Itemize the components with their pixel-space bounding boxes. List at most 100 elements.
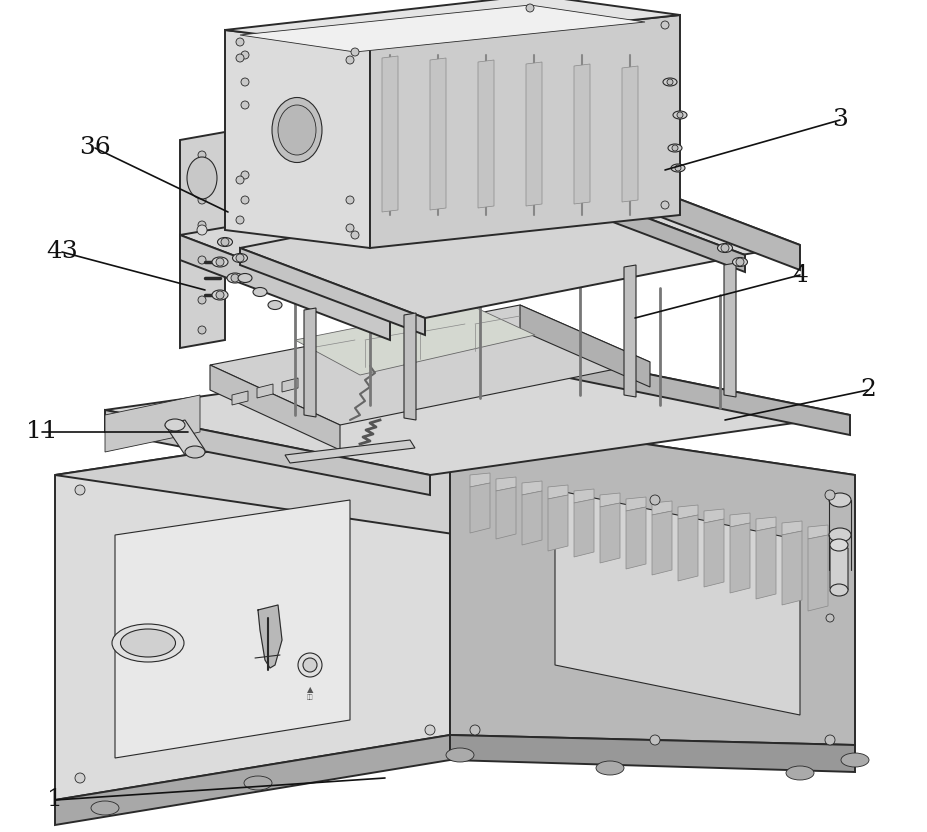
Polygon shape — [829, 545, 847, 590]
Circle shape — [197, 151, 206, 159]
Polygon shape — [258, 605, 282, 668]
Circle shape — [350, 231, 359, 239]
Polygon shape — [704, 509, 723, 523]
Circle shape — [425, 423, 435, 433]
Polygon shape — [529, 350, 849, 435]
Polygon shape — [115, 500, 349, 758]
Circle shape — [469, 725, 479, 735]
Polygon shape — [180, 132, 224, 348]
Polygon shape — [469, 473, 489, 487]
Polygon shape — [621, 66, 638, 202]
Circle shape — [346, 224, 353, 232]
Ellipse shape — [227, 273, 243, 283]
Ellipse shape — [717, 244, 731, 252]
Ellipse shape — [662, 78, 677, 86]
Polygon shape — [756, 517, 775, 531]
Ellipse shape — [112, 624, 184, 662]
Polygon shape — [495, 477, 515, 491]
Polygon shape — [574, 489, 593, 503]
Polygon shape — [210, 305, 649, 425]
Circle shape — [197, 296, 206, 304]
Circle shape — [216, 291, 223, 299]
Ellipse shape — [253, 288, 267, 296]
Polygon shape — [295, 305, 535, 375]
Polygon shape — [678, 505, 697, 519]
Circle shape — [350, 48, 359, 56]
Polygon shape — [210, 365, 339, 450]
Polygon shape — [807, 525, 827, 539]
Polygon shape — [105, 410, 429, 495]
Circle shape — [235, 54, 244, 62]
Polygon shape — [304, 308, 316, 417]
Ellipse shape — [184, 446, 205, 458]
Circle shape — [825, 614, 833, 622]
Polygon shape — [574, 499, 593, 557]
Polygon shape — [285, 440, 414, 463]
Polygon shape — [180, 165, 799, 315]
Polygon shape — [600, 503, 619, 563]
Circle shape — [75, 485, 85, 495]
Circle shape — [298, 653, 322, 677]
Circle shape — [197, 196, 206, 204]
Circle shape — [469, 425, 479, 435]
Text: ▲: ▲ — [307, 686, 313, 695]
Polygon shape — [469, 483, 489, 533]
Polygon shape — [781, 521, 801, 535]
Circle shape — [197, 225, 207, 235]
Polygon shape — [626, 497, 645, 511]
Polygon shape — [105, 350, 849, 475]
Polygon shape — [526, 62, 541, 206]
Circle shape — [667, 79, 672, 85]
Circle shape — [231, 274, 239, 282]
Polygon shape — [704, 519, 723, 587]
Ellipse shape — [233, 254, 248, 263]
Polygon shape — [55, 415, 854, 535]
Polygon shape — [554, 490, 799, 715]
Polygon shape — [521, 481, 541, 495]
Text: 3: 3 — [832, 108, 847, 131]
Circle shape — [197, 326, 206, 334]
Ellipse shape — [211, 290, 228, 300]
Circle shape — [235, 254, 244, 262]
Polygon shape — [450, 735, 854, 772]
Circle shape — [526, 4, 533, 12]
Ellipse shape — [91, 801, 119, 815]
Ellipse shape — [672, 111, 686, 119]
Circle shape — [75, 773, 85, 783]
Ellipse shape — [211, 257, 228, 267]
Ellipse shape — [268, 300, 282, 310]
Polygon shape — [224, 30, 370, 248]
Polygon shape — [450, 415, 854, 745]
Polygon shape — [240, 248, 425, 335]
Circle shape — [235, 176, 244, 184]
Circle shape — [425, 725, 435, 735]
Ellipse shape — [840, 753, 868, 767]
Polygon shape — [403, 313, 415, 420]
Polygon shape — [232, 391, 248, 405]
Text: 2: 2 — [859, 379, 875, 402]
Circle shape — [735, 258, 743, 266]
Text: 4: 4 — [792, 264, 807, 286]
Circle shape — [671, 145, 678, 151]
Ellipse shape — [670, 164, 684, 172]
Polygon shape — [623, 265, 635, 397]
Circle shape — [824, 490, 834, 500]
Circle shape — [235, 38, 244, 46]
Circle shape — [660, 21, 668, 29]
Polygon shape — [240, 5, 644, 52]
Circle shape — [235, 216, 244, 224]
Polygon shape — [548, 495, 567, 551]
Polygon shape — [781, 531, 801, 605]
Circle shape — [649, 495, 659, 505]
Polygon shape — [521, 491, 541, 545]
Ellipse shape — [829, 539, 847, 551]
Polygon shape — [756, 527, 775, 599]
Circle shape — [677, 112, 682, 118]
Polygon shape — [626, 507, 645, 569]
Circle shape — [241, 171, 248, 179]
Ellipse shape — [244, 776, 272, 790]
Polygon shape — [370, 15, 679, 248]
Polygon shape — [55, 415, 450, 800]
Circle shape — [674, 165, 680, 171]
Ellipse shape — [165, 419, 184, 431]
